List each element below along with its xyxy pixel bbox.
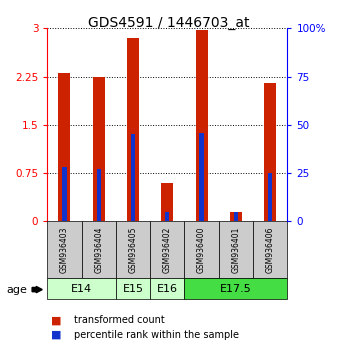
Bar <box>264 83 276 221</box>
Text: ■: ■ <box>51 330 61 339</box>
Text: GSM936402: GSM936402 <box>163 226 172 273</box>
Bar <box>131 135 135 221</box>
Bar <box>116 278 150 299</box>
Text: GSM936400: GSM936400 <box>197 226 206 273</box>
Text: age: age <box>7 285 28 295</box>
Bar <box>234 212 238 221</box>
Bar <box>185 278 287 299</box>
Text: E15: E15 <box>123 284 144 293</box>
Bar <box>150 278 185 299</box>
Bar <box>165 212 169 221</box>
Bar <box>97 169 101 221</box>
Bar <box>47 221 81 278</box>
Bar <box>47 278 116 299</box>
Text: GSM936406: GSM936406 <box>266 226 275 273</box>
Bar <box>63 167 67 221</box>
Text: transformed count: transformed count <box>74 315 165 325</box>
Bar <box>127 38 139 221</box>
Bar <box>185 221 219 278</box>
Text: ■: ■ <box>51 315 61 325</box>
Text: GDS4591 / 1446703_at: GDS4591 / 1446703_at <box>88 16 250 30</box>
Bar <box>116 221 150 278</box>
Bar <box>219 221 253 278</box>
Bar <box>230 212 242 221</box>
Text: GSM936403: GSM936403 <box>60 226 69 273</box>
Bar <box>161 183 173 221</box>
Text: E16: E16 <box>157 284 178 293</box>
Text: E14: E14 <box>71 284 92 293</box>
Text: GSM936405: GSM936405 <box>128 226 138 273</box>
Bar <box>253 221 287 278</box>
Bar <box>93 76 105 221</box>
Bar <box>150 221 185 278</box>
Bar <box>268 173 272 221</box>
Bar <box>199 132 204 221</box>
Text: E17.5: E17.5 <box>220 284 252 293</box>
Bar <box>58 73 70 221</box>
Text: GSM936404: GSM936404 <box>94 226 103 273</box>
Bar <box>196 30 208 221</box>
Text: percentile rank within the sample: percentile rank within the sample <box>74 330 239 339</box>
Bar <box>81 221 116 278</box>
Text: GSM936401: GSM936401 <box>232 226 240 273</box>
